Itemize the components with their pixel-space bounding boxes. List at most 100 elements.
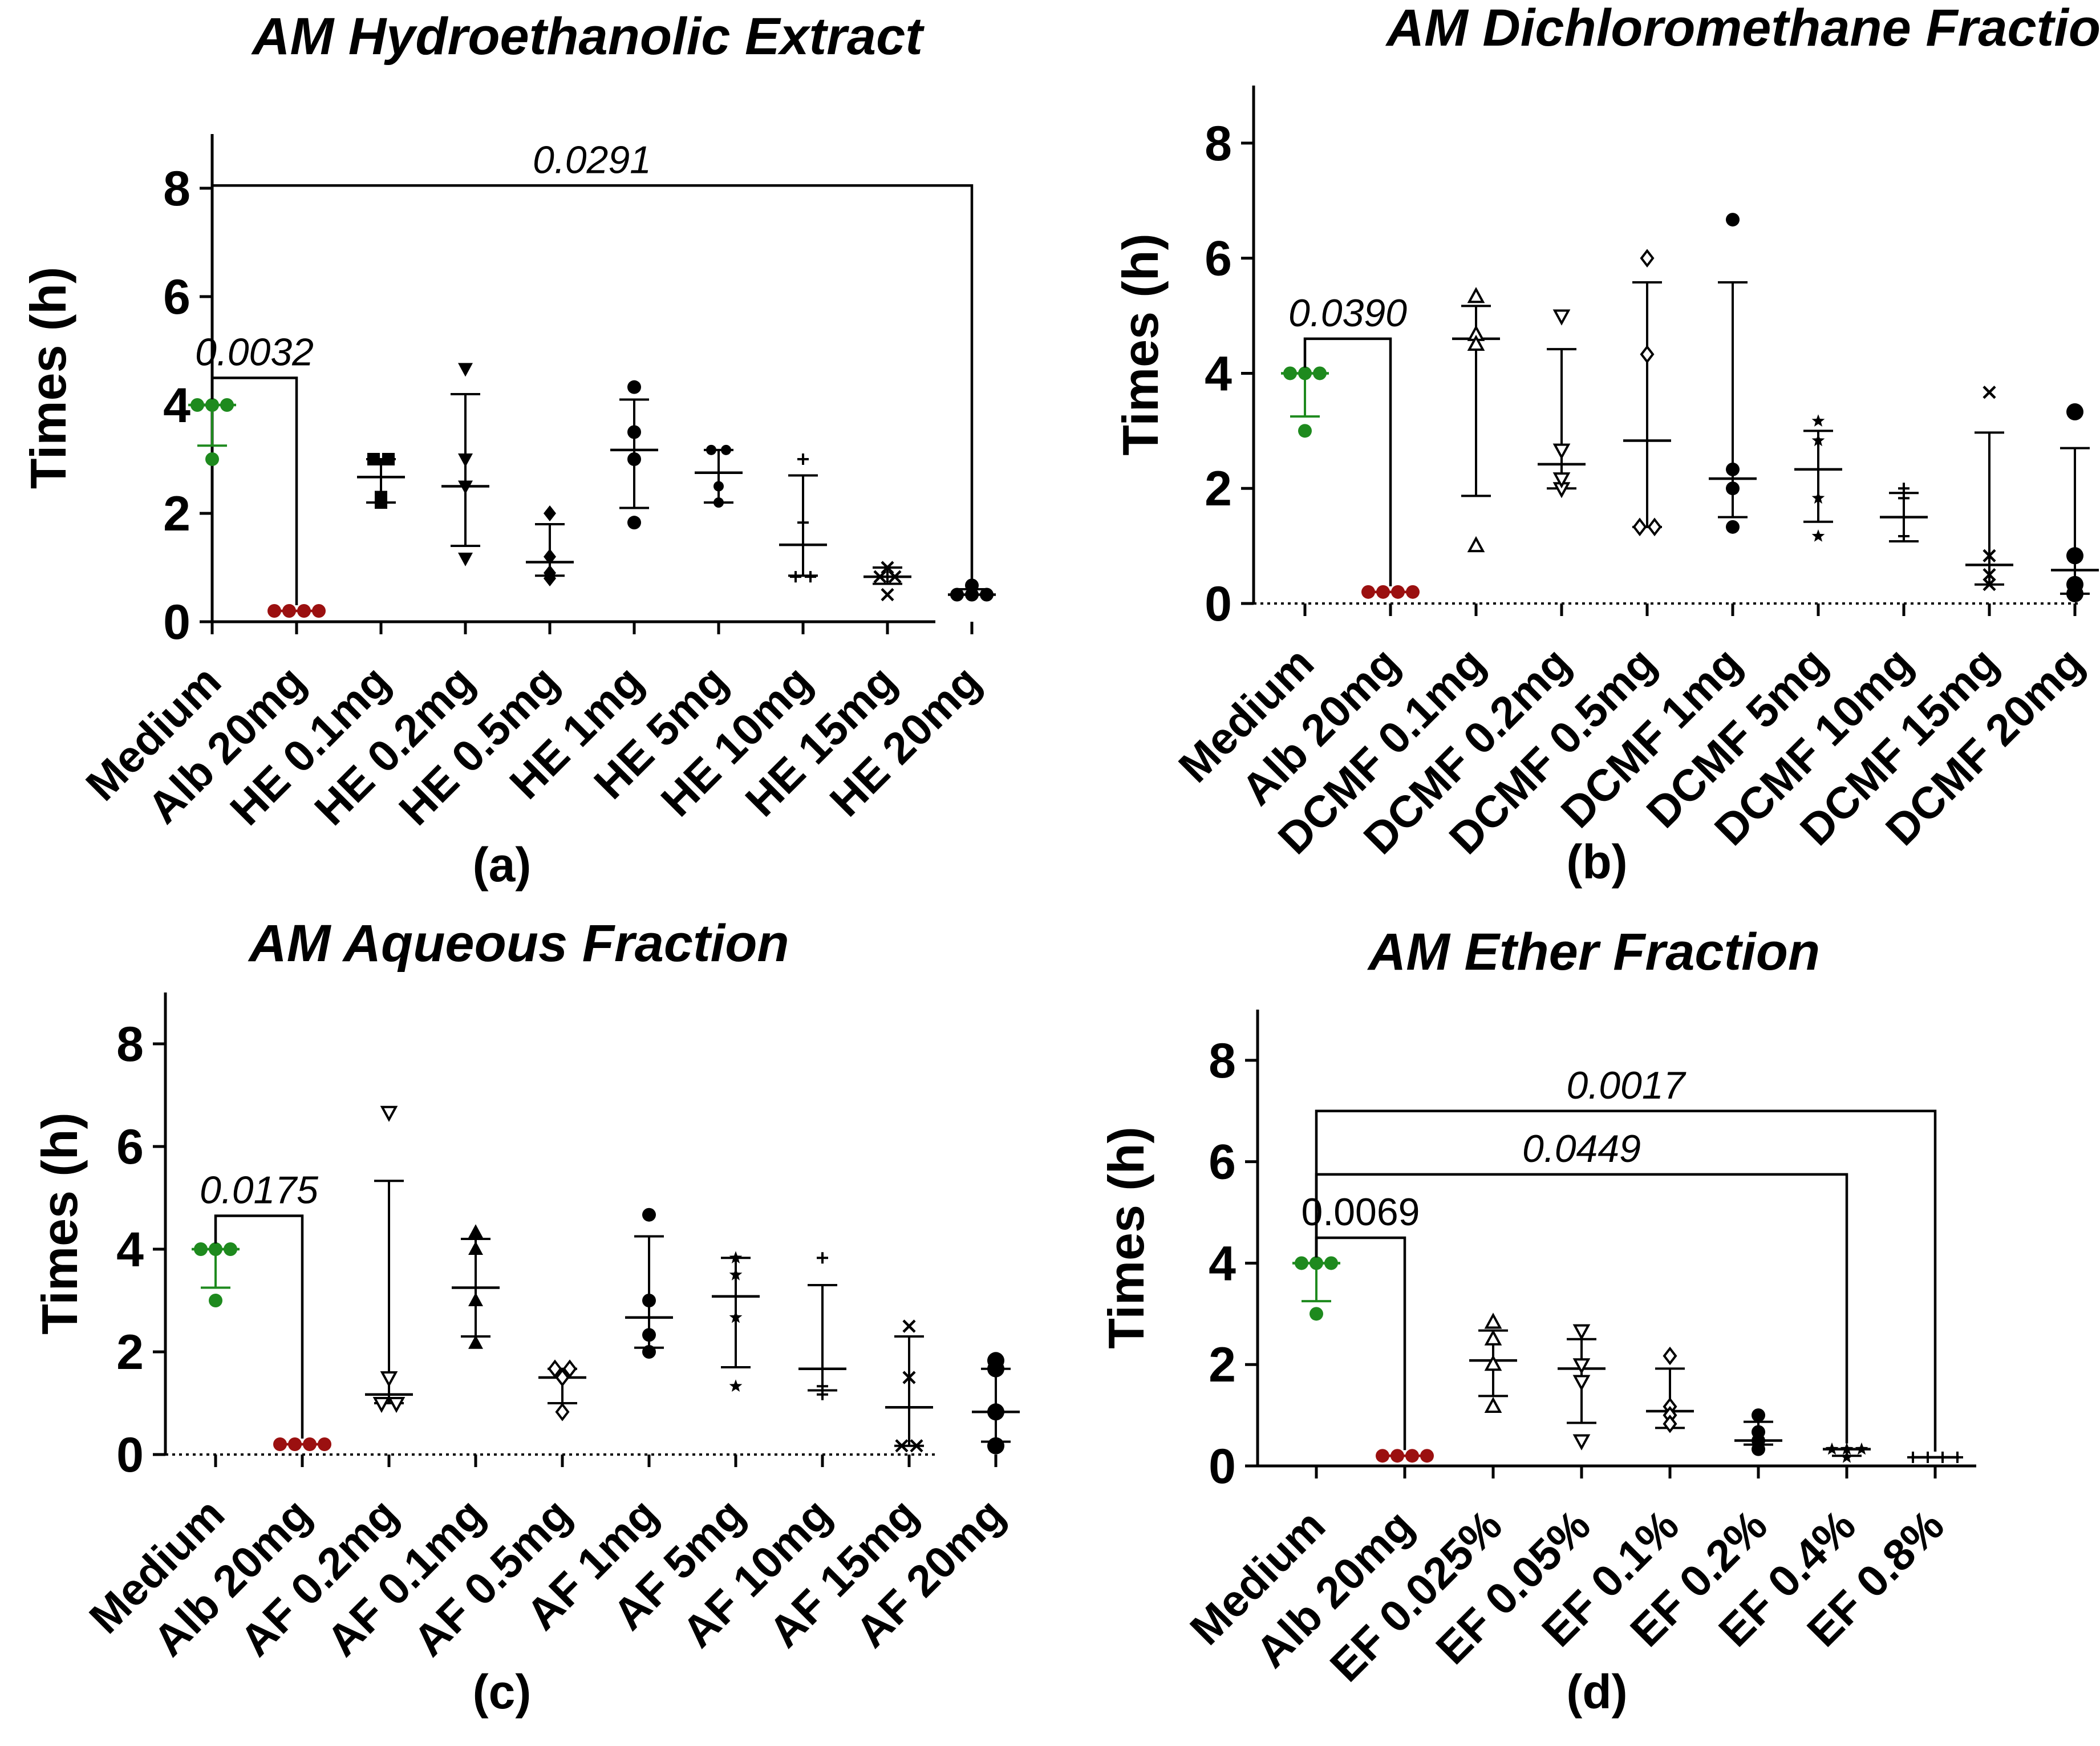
data-point: [1752, 1442, 1765, 1456]
data-point: [1484, 1396, 1502, 1413]
series-group: [1880, 483, 1928, 543]
data-point: [1298, 424, 1312, 438]
data-point: [642, 1208, 656, 1222]
series-group: [1558, 1324, 1606, 1451]
data-point: [1663, 1346, 1677, 1366]
data-point: [544, 570, 556, 586]
data-point: [817, 1388, 828, 1400]
series-group: [1469, 1312, 1517, 1413]
data-point: [209, 1242, 222, 1256]
series-group: [538, 1359, 586, 1421]
data-point: [1484, 1355, 1502, 1371]
data-point: [2066, 585, 2083, 602]
data-point: [380, 1105, 398, 1122]
data-point: [980, 588, 994, 602]
data-point: [910, 1439, 923, 1453]
data-point: [220, 398, 234, 412]
data-point: [273, 1437, 287, 1451]
data-point: [548, 1359, 562, 1378]
data-point: [562, 1359, 577, 1378]
y-axis-label: Times (h): [1112, 233, 1169, 456]
y-tick-label: 0: [163, 595, 190, 650]
y-axis-label: Times (h): [20, 267, 76, 489]
data-point: [895, 1439, 909, 1453]
y-tick-label: 2: [116, 1325, 144, 1380]
data-point: [1283, 366, 1297, 380]
p-value-label: 0.0175: [200, 1169, 318, 1212]
data-point: [382, 453, 395, 465]
y-tick-label: 0: [116, 1428, 144, 1482]
data-point: [797, 453, 809, 465]
data-point: [555, 1403, 570, 1421]
data-point: [1726, 213, 1740, 227]
data-point: [881, 588, 894, 602]
data-point: [1467, 287, 1485, 303]
data-point: [205, 452, 219, 466]
data-point: [1811, 414, 1825, 427]
data-point: [1467, 536, 1485, 553]
data-point: [1572, 1324, 1591, 1340]
data-point: [1552, 443, 1571, 460]
significance-bracket: [1303, 337, 1392, 586]
data-point: [1310, 1307, 1323, 1321]
y-tick-label: 2: [163, 487, 190, 541]
data-point: [205, 398, 219, 412]
series-group: [365, 1105, 413, 1413]
data-point: [2066, 547, 2083, 565]
data-point: [1937, 1451, 1948, 1463]
data-point: [713, 497, 724, 508]
data-point: [627, 516, 641, 530]
y-tick-label: 4: [1205, 346, 1232, 401]
series-group: [779, 453, 827, 583]
data-point: [1811, 491, 1825, 504]
series-group: [2051, 403, 2099, 602]
data-point: [312, 604, 326, 618]
data-point: [950, 588, 964, 602]
panel-label: (b): [1566, 835, 1627, 889]
series-group: [1623, 249, 1671, 537]
data-point: [1726, 462, 1740, 476]
data-point: [303, 1437, 317, 1451]
data-point: [1572, 1358, 1591, 1375]
data-point: [1376, 1449, 1389, 1463]
data-point: [1726, 520, 1740, 534]
data-point: [1572, 1434, 1591, 1451]
data-point: [1752, 1408, 1765, 1423]
p-value-label: 0.0017: [1567, 1064, 1687, 1107]
series-group: [273, 1437, 331, 1451]
data-point: [458, 480, 473, 495]
data-point: [1324, 1256, 1338, 1270]
data-point: [458, 552, 473, 566]
panel-label: (c): [473, 1665, 532, 1719]
p-value-label: 0.0291: [533, 138, 651, 181]
p-value-label: 0.0449: [1522, 1127, 1641, 1170]
data-point: [1298, 366, 1312, 380]
data-point: [642, 1345, 656, 1359]
data-point: [817, 1363, 828, 1375]
data-point: [1983, 386, 1996, 399]
data-point: [458, 453, 473, 467]
series-group: [885, 1319, 933, 1453]
data-point: [1310, 1256, 1323, 1270]
significance-bracket: [210, 376, 298, 605]
data-point: [282, 604, 296, 618]
data-point: [375, 491, 387, 504]
data-point: [1952, 1451, 1963, 1463]
data-point: [1572, 1375, 1591, 1391]
data-point: [1898, 483, 1910, 495]
series-group: [1965, 386, 2013, 592]
series-group: [1823, 1442, 1871, 1463]
data-point: [297, 604, 311, 618]
data-point: [627, 452, 641, 466]
series-group: [798, 1252, 846, 1400]
panel-label: (a): [473, 838, 532, 892]
chart-title: AM Aqueous Fraction: [248, 914, 789, 973]
data-point: [1663, 1414, 1677, 1433]
data-point: [468, 1241, 483, 1255]
chart-title: AM Dichloromethane Fraction: [1385, 0, 2100, 57]
data-point: [194, 1242, 208, 1256]
data-point: [1898, 530, 1910, 542]
data-point: [468, 1335, 483, 1349]
